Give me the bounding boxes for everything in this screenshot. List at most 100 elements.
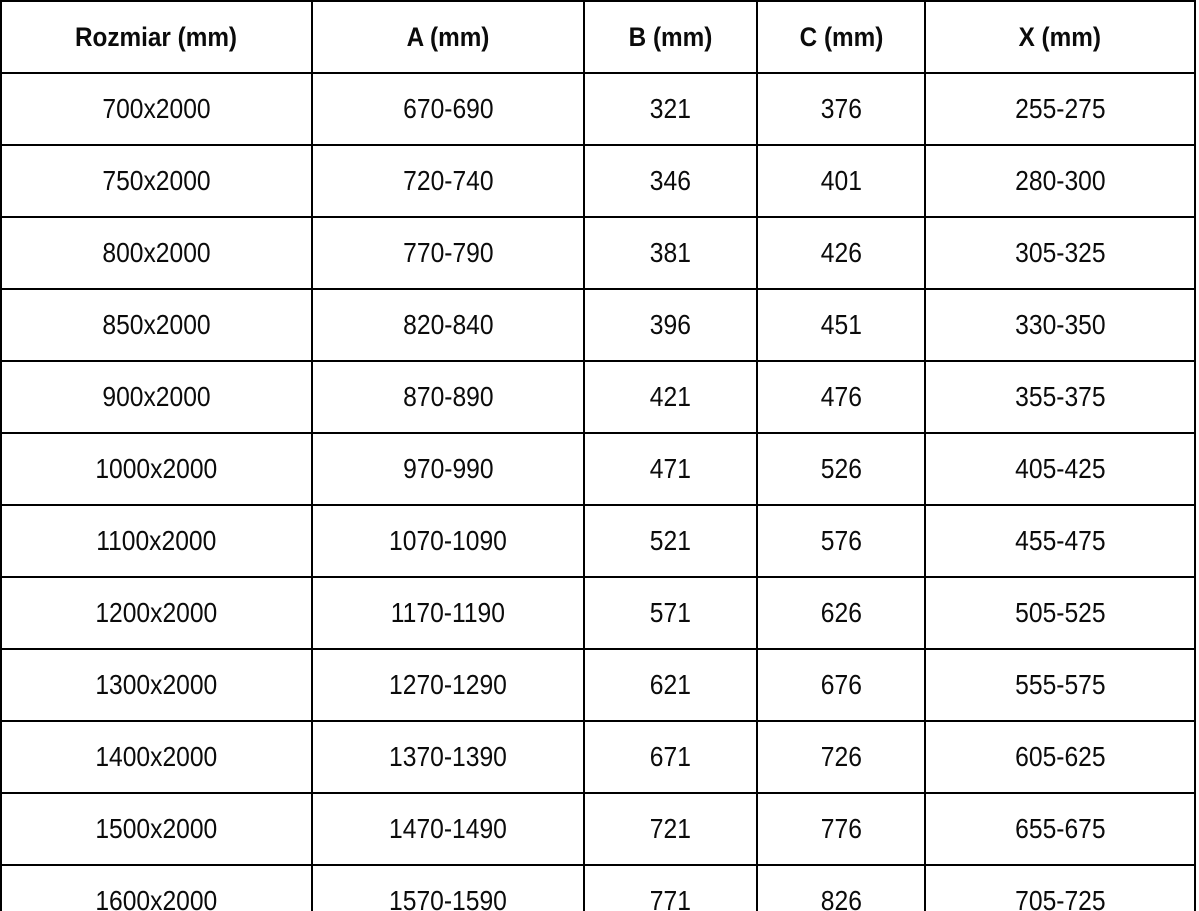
cell-x: 655-675 — [924, 792, 1196, 866]
cell-value: 396 — [649, 309, 692, 340]
cell-b: 321 — [583, 72, 758, 146]
cell-x: 280-300 — [924, 144, 1196, 218]
column-header-x: X (mm) — [924, 0, 1196, 74]
cell-value: 476 — [820, 381, 862, 412]
column-header-size: Rozmiar (mm) — [0, 0, 313, 74]
cell-size: 1300x2000 — [0, 648, 313, 722]
cell-value: 1600x2000 — [95, 885, 218, 911]
table-body: 700x2000 670-690 321 376 255-275 750x2000 720-… — [0, 72, 1196, 911]
cell-value: 426 — [820, 237, 862, 268]
cell-value: 1100x2000 — [96, 525, 217, 556]
cell-x: 705-725 — [924, 864, 1196, 911]
cell-b: 521 — [583, 504, 758, 578]
cell-size: 1200x2000 — [0, 576, 313, 650]
cell-c: 401 — [756, 144, 926, 218]
cell-value: 720-740 — [402, 165, 494, 196]
cell-value: 455-475 — [1014, 525, 1106, 556]
cell-value: 255-275 — [1014, 93, 1106, 124]
cell-value: 521 — [649, 525, 692, 556]
cell-x: 330-350 — [924, 288, 1196, 362]
cell-value: 655-675 — [1014, 813, 1106, 844]
cell-value: 605-625 — [1014, 741, 1106, 772]
table-row: 700x2000 670-690 321 376 255-275 — [0, 72, 1196, 146]
table-row: 1300x2000 1270-1290 621 676 555-575 — [0, 648, 1196, 722]
table-row: 800x2000 770-790 381 426 305-325 — [0, 216, 1196, 290]
cell-x: 605-625 — [924, 720, 1196, 794]
cell-value: 555-575 — [1014, 669, 1106, 700]
cell-value: 1500x2000 — [95, 813, 218, 844]
cell-value: 671 — [649, 741, 692, 772]
cell-x: 305-325 — [924, 216, 1196, 290]
cell-value: 721 — [649, 813, 692, 844]
column-header-label: B (mm) — [628, 21, 713, 52]
cell-value: 1170-1190 — [390, 597, 506, 628]
cell-c: 476 — [756, 360, 926, 434]
cell-a: 720-740 — [311, 144, 585, 218]
cell-c: 576 — [756, 504, 926, 578]
cell-value: 1270-1290 — [389, 669, 507, 700]
cell-a: 820-840 — [311, 288, 585, 362]
cell-value: 1000x2000 — [95, 453, 218, 484]
table-row: 1600x2000 1570-1590 771 826 705-725 — [0, 864, 1196, 911]
cell-value: 405-425 — [1014, 453, 1106, 484]
cell-value: 771 — [649, 885, 692, 911]
cell-c: 676 — [756, 648, 926, 722]
cell-x: 355-375 — [924, 360, 1196, 434]
cell-b: 721 — [583, 792, 758, 866]
cell-value: 376 — [820, 93, 862, 124]
cell-value: 421 — [649, 381, 692, 412]
cell-value: 676 — [820, 669, 862, 700]
cell-size: 1400x2000 — [0, 720, 313, 794]
column-header-label: X (mm) — [1018, 21, 1102, 52]
table-row: 1500x2000 1470-1490 721 776 655-675 — [0, 792, 1196, 866]
cell-value: 850x2000 — [102, 309, 211, 340]
cell-value: 1200x2000 — [95, 597, 218, 628]
cell-value: 776 — [820, 813, 862, 844]
cell-a: 1170-1190 — [311, 576, 585, 650]
cell-value: 1300x2000 — [95, 669, 218, 700]
cell-value: 401 — [820, 165, 862, 196]
cell-value: 700x2000 — [102, 93, 211, 124]
cell-c: 626 — [756, 576, 926, 650]
cell-size: 1600x2000 — [0, 864, 313, 911]
column-header-label: Rozmiar (mm) — [75, 21, 238, 52]
cell-b: 471 — [583, 432, 758, 506]
cell-x: 405-425 — [924, 432, 1196, 506]
cell-a: 970-990 — [311, 432, 585, 506]
cell-value: 505-525 — [1014, 597, 1106, 628]
cell-value: 826 — [820, 885, 862, 911]
cell-value: 970-990 — [402, 453, 494, 484]
table-row: 1000x2000 970-990 471 526 405-425 — [0, 432, 1196, 506]
cell-value: 1400x2000 — [95, 741, 218, 772]
column-header-label: C (mm) — [799, 21, 883, 52]
column-header-label: A (mm) — [406, 21, 490, 52]
cell-b: 346 — [583, 144, 758, 218]
cell-value: 670-690 — [402, 93, 494, 124]
cell-a: 1470-1490 — [311, 792, 585, 866]
cell-value: 770-790 — [402, 237, 494, 268]
cell-c: 451 — [756, 288, 926, 362]
cell-x: 555-575 — [924, 648, 1196, 722]
table-row: 750x2000 720-740 346 401 280-300 — [0, 144, 1196, 218]
cell-a: 870-890 — [311, 360, 585, 434]
cell-value: 571 — [649, 597, 692, 628]
cell-value: 900x2000 — [102, 381, 211, 412]
cell-a: 1370-1390 — [311, 720, 585, 794]
column-header-c: C (mm) — [756, 0, 926, 74]
table-row: 900x2000 870-890 421 476 355-375 — [0, 360, 1196, 434]
cell-value: 471 — [649, 453, 692, 484]
cell-c: 776 — [756, 792, 926, 866]
cell-c: 426 — [756, 216, 926, 290]
cell-value: 305-325 — [1014, 237, 1106, 268]
table-row: 850x2000 820-840 396 451 330-350 — [0, 288, 1196, 362]
cell-value: 870-890 — [402, 381, 494, 412]
cell-b: 381 — [583, 216, 758, 290]
cell-b: 621 — [583, 648, 758, 722]
cell-value: 526 — [820, 453, 862, 484]
cell-value: 1070-1090 — [389, 525, 507, 556]
cell-size: 1500x2000 — [0, 792, 313, 866]
column-header-a: A (mm) — [311, 0, 585, 74]
table-row: 1400x2000 1370-1390 671 726 605-625 — [0, 720, 1196, 794]
